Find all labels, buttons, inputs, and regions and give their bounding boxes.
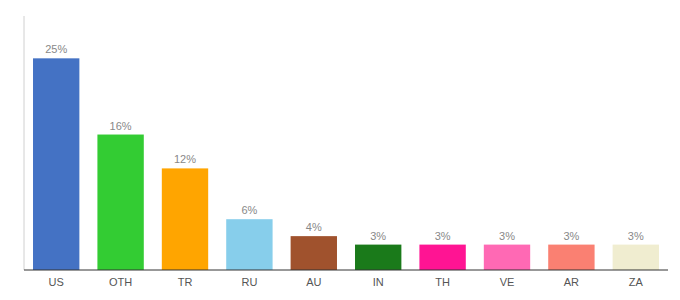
bars <box>33 58 659 270</box>
x-tick-label: RU <box>241 276 257 288</box>
x-tick-label: US <box>49 276 64 288</box>
x-tick-label: AU <box>306 276 321 288</box>
data-label: 4% <box>306 221 322 233</box>
bar <box>484 245 530 270</box>
x-tick-label: TR <box>178 276 193 288</box>
data-label: 3% <box>435 230 451 242</box>
bar <box>355 245 401 270</box>
bar <box>33 58 79 270</box>
y-axis-line <box>24 16 25 270</box>
bar <box>613 245 659 270</box>
data-label: 3% <box>499 230 515 242</box>
data-label: 16% <box>110 120 132 132</box>
data-label: 6% <box>241 204 257 216</box>
bar <box>419 245 465 270</box>
data-label: 3% <box>370 230 386 242</box>
bar <box>291 236 337 270</box>
data-label: 25% <box>45 43 67 55</box>
page: {"chart_data": {"type": "bar", "categori… <box>0 0 680 300</box>
bar <box>162 168 208 270</box>
x-tick-label: VE <box>500 276 515 288</box>
data-label: 12% <box>174 153 196 165</box>
bar <box>548 245 594 270</box>
data-label: 3% <box>628 230 644 242</box>
x-tick-label: ZA <box>629 276 644 288</box>
x-tick-label: TH <box>435 276 450 288</box>
bar <box>97 135 143 270</box>
x-axis-line <box>24 270 668 271</box>
chart-svg: US OTH TR RU AU IN TH VE AR ZA 25% 16% 12% 6% 4% 3% 3% 3%… <box>0 0 680 300</box>
x-tick-label: OTH <box>109 276 132 288</box>
chart-container: US OTH TR RU AU IN TH VE AR ZA 25% 16% 12% 6% 4% 3% 3% 3%… <box>0 0 680 300</box>
x-tick-label: IN <box>373 276 384 288</box>
data-label: 3% <box>563 230 579 242</box>
x-tick-label: AR <box>564 276 579 288</box>
bar <box>226 219 272 270</box>
